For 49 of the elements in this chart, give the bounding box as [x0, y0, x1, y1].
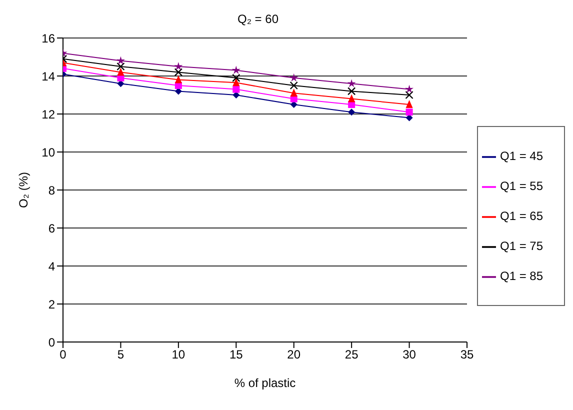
y-tick-label: 14 — [42, 69, 56, 84]
x-tick-label: 35 — [460, 348, 474, 362]
x-tick-label: 5 — [117, 348, 124, 362]
point — [174, 68, 183, 76]
x-axis-title: % of plastic — [234, 376, 296, 390]
x-tick-label: 30 — [402, 348, 416, 362]
y-tick-label: 8 — [48, 183, 56, 198]
point — [232, 66, 240, 74]
point — [290, 81, 298, 90]
y-tick-label: 6 — [48, 221, 56, 236]
y-tick-label: 0 — [48, 335, 56, 350]
point — [348, 108, 356, 116]
x-tick-label: 0 — [60, 348, 67, 362]
legend-label: Q1 = 65 — [500, 209, 544, 223]
point — [347, 79, 356, 88]
point — [117, 68, 124, 76]
chart-title: Q₂ = 60 — [236, 11, 280, 28]
y-tick-label: 2 — [48, 297, 56, 312]
y-tick-label: 4 — [48, 259, 56, 274]
legend-label: Q1 = 75 — [500, 239, 544, 253]
x-tick-label: 20 — [287, 348, 301, 362]
point — [232, 92, 240, 98]
y-tick-label: 16 — [42, 31, 56, 46]
legend-label: Q1 = 45 — [500, 149, 544, 163]
point — [405, 90, 414, 100]
point — [290, 101, 298, 108]
point — [232, 74, 240, 82]
y-tick-label: 10 — [42, 145, 56, 160]
point — [116, 56, 125, 64]
point — [232, 86, 240, 93]
point — [290, 73, 298, 82]
point — [174, 75, 182, 84]
point — [117, 80, 124, 88]
x-tick-label: 25 — [344, 348, 359, 362]
point — [174, 62, 183, 70]
point — [405, 84, 414, 93]
x-tick-label: 15 — [229, 348, 244, 362]
y-tick-label: 12 — [42, 107, 56, 122]
point — [406, 108, 413, 116]
x-tick-label: 10 — [172, 348, 186, 362]
point — [232, 78, 240, 86]
point — [348, 94, 356, 102]
point — [347, 87, 356, 96]
legend-label: Q1 = 55 — [500, 179, 544, 193]
point — [406, 100, 413, 108]
legend-label: Q1 = 85 — [500, 269, 544, 283]
point — [116, 62, 125, 71]
point — [290, 88, 298, 97]
y-axis-title: O₂ (%) — [16, 172, 30, 208]
